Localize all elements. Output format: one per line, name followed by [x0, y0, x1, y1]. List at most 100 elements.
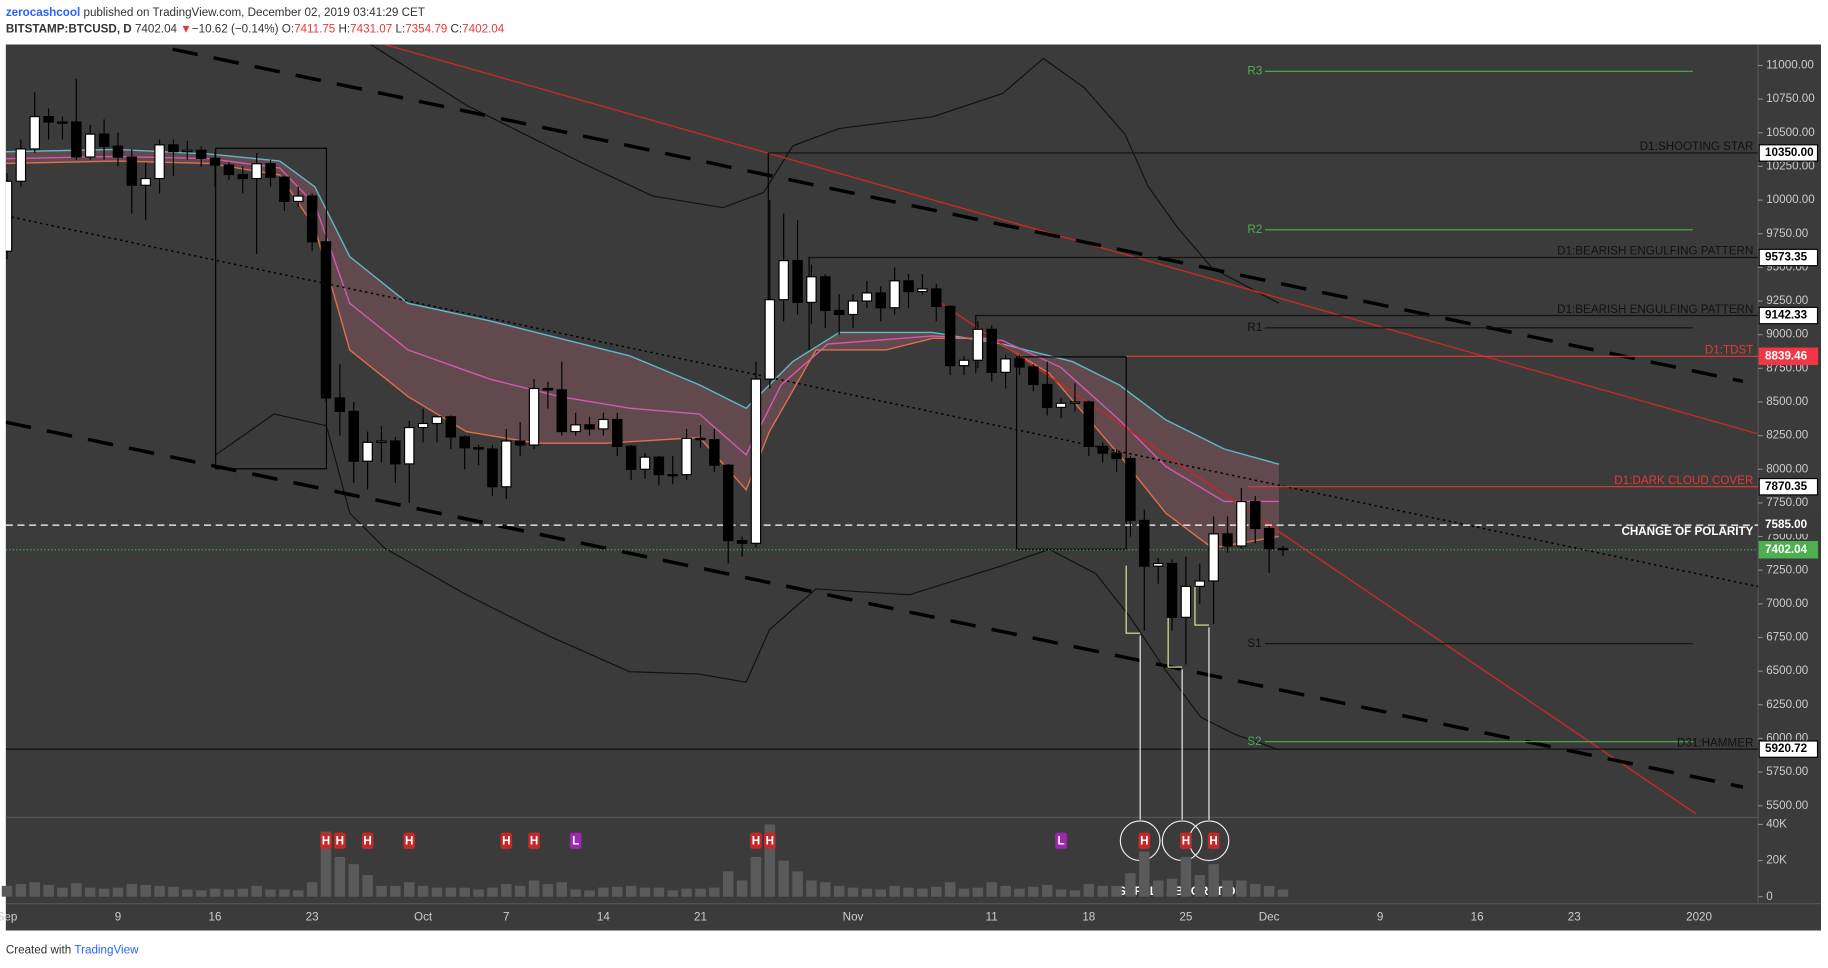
candle-body	[820, 276, 831, 312]
signal-marker	[763, 832, 776, 849]
candle-body	[625, 445, 637, 470]
volume-bar	[1194, 875, 1206, 897]
volume-bar	[334, 856, 346, 897]
volume-bar	[320, 831, 332, 897]
candle-body	[639, 456, 651, 470]
volume-bar	[209, 888, 221, 897]
candle-body	[722, 464, 734, 542]
signal-label: L	[1058, 834, 1065, 847]
callouts	[1119, 627, 1230, 862]
volume-bar	[820, 882, 831, 897]
candle-body	[223, 164, 235, 176]
y-tick-label: 7000.00	[1766, 597, 1809, 610]
candle-body	[1236, 500, 1247, 547]
volume-bar	[182, 889, 193, 897]
x-tick-label: Oct	[414, 911, 433, 924]
candle-body	[847, 300, 859, 316]
symbol-line: BITSTAMP:BTCUSD, D 7402.04 ▼−10.62 (−0.1…	[6, 22, 505, 35]
candle-body	[1055, 402, 1067, 408]
volume-bar	[584, 890, 595, 897]
volume-bar	[1277, 889, 1289, 897]
arrow: ▼	[180, 22, 192, 35]
signal-label: H	[1209, 834, 1217, 847]
volume-bar	[1028, 886, 1039, 897]
footer-brand[interactable]: TradingView	[74, 943, 139, 956]
volume-bar	[1208, 864, 1219, 897]
volume-bar	[917, 888, 928, 897]
signal-marker	[361, 832, 374, 849]
wick-box	[1194, 583, 1209, 626]
level-box	[1758, 541, 1819, 559]
candle-body	[320, 241, 332, 399]
candle-body	[570, 424, 581, 433]
y-tick-label: 9000.00	[1766, 328, 1809, 341]
candle-body	[584, 424, 595, 430]
level-box	[1758, 306, 1819, 325]
level-name: D1:SHOOTING STAR	[1640, 140, 1754, 153]
candle-body	[209, 157, 221, 166]
volume-bar	[279, 889, 290, 897]
candle-body	[1139, 519, 1150, 567]
x-tick-label: 9	[1377, 911, 1383, 924]
channel-line	[172, 47, 1744, 384]
volume-bar	[1236, 880, 1247, 897]
signal-marker	[1138, 832, 1151, 849]
level-box	[1758, 347, 1819, 366]
candle-body	[293, 195, 304, 203]
pivot-label: R1	[1247, 321, 1262, 334]
volume-bar	[1152, 880, 1164, 897]
candle-body	[168, 144, 179, 153]
x-tick-label: Dec	[1259, 911, 1280, 924]
candle-body	[265, 163, 276, 178]
candle-body	[986, 328, 997, 373]
volume-bar	[1083, 884, 1095, 897]
volume-bar	[417, 885, 429, 897]
y2-tick-label: 0	[1766, 890, 1773, 903]
candle-body	[1014, 358, 1025, 368]
candle-body	[750, 378, 762, 544]
candle-body	[709, 439, 720, 466]
volume-bar	[1, 885, 13, 897]
x-tick-label: Sep	[0, 911, 17, 924]
candle-body	[71, 121, 82, 158]
candle-body	[57, 121, 68, 124]
volume-bar	[625, 885, 637, 897]
level-box-label: 8839.46	[1765, 349, 1808, 362]
volume-bar	[639, 887, 651, 897]
x-tick-label: 7	[503, 911, 509, 924]
y-tick-label: 10500.00	[1766, 126, 1815, 139]
signal-label: H	[752, 834, 760, 847]
x-tick-label: Nov	[843, 911, 864, 924]
candle-body	[1069, 401, 1081, 404]
candle-body	[653, 456, 665, 476]
candle-body	[348, 410, 359, 462]
candle-body	[459, 436, 470, 449]
wick-box	[1125, 565, 1141, 634]
candle-body	[1041, 383, 1053, 408]
candle-body	[1180, 585, 1192, 618]
signal-marker	[320, 832, 332, 849]
h-value: 7431.07	[350, 22, 392, 35]
candle-body	[445, 416, 457, 438]
volume-bar	[293, 890, 304, 897]
signal-label: H	[405, 834, 413, 847]
volume-bar	[667, 890, 678, 897]
signal-label: H	[502, 834, 510, 847]
candle-body	[237, 173, 249, 180]
candle-body	[1083, 401, 1095, 447]
candle-body	[1208, 533, 1219, 582]
y-tick-label: 9250.00	[1766, 294, 1809, 307]
volume-bar	[861, 888, 873, 897]
volume-bar	[681, 888, 692, 897]
candle-body	[1097, 445, 1108, 454]
volume-bar	[473, 889, 484, 897]
volume-bar	[57, 887, 68, 897]
author[interactable]: zerocashcool	[6, 6, 80, 19]
candle-body	[501, 440, 512, 488]
volume-bar	[126, 884, 138, 897]
x-tick-label: 16	[1471, 911, 1484, 924]
candle-body	[98, 133, 110, 147]
x-tick-label: 25	[1179, 911, 1192, 924]
candle-body	[473, 447, 484, 450]
